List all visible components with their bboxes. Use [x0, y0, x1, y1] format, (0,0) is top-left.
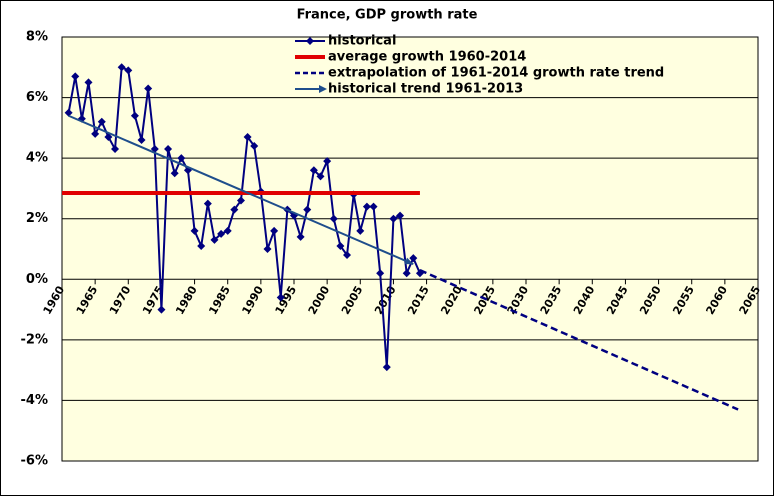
data-marker [164, 145, 173, 154]
data-marker [369, 202, 378, 211]
data-marker [170, 169, 179, 178]
data-marker [91, 129, 100, 138]
data-marker [309, 166, 318, 175]
plot-area [61, 36, 759, 462]
data-marker [104, 132, 113, 141]
data-marker [389, 214, 398, 223]
data-marker [117, 63, 126, 72]
data-marker [197, 241, 206, 250]
data-marker [336, 241, 345, 250]
data-marker [236, 196, 245, 205]
data-marker [137, 135, 146, 144]
data-marker [402, 269, 411, 278]
legend-label: average growth 1960-2014 [328, 50, 526, 65]
data-marker [157, 305, 166, 314]
y-tick-label: -2% [21, 332, 48, 347]
y-tick-label: -4% [21, 393, 48, 408]
data-marker [329, 214, 338, 223]
data-marker [124, 66, 133, 75]
data-marker [362, 202, 371, 211]
data-marker [382, 363, 391, 372]
data-marker [343, 251, 352, 260]
series-line [419, 269, 739, 411]
data-marker [111, 145, 120, 154]
data-marker [303, 205, 312, 214]
chart-title: France, GDP growth rate [297, 8, 478, 23]
y-tick-label: 4% [26, 151, 48, 166]
data-marker [263, 245, 272, 253]
data-marker [190, 226, 199, 235]
data-marker [130, 111, 139, 120]
y-tick-label: 6% [26, 90, 48, 105]
data-marker [243, 132, 252, 141]
y-tick-label: 0% [26, 272, 48, 287]
data-marker [316, 172, 325, 181]
data-marker [203, 199, 212, 208]
data-marker [409, 254, 418, 263]
data-marker [84, 78, 93, 87]
y-tick-label: 2% [26, 211, 48, 226]
data-marker [270, 226, 279, 235]
legend-arrow [319, 85, 327, 93]
arrow-head [404, 257, 414, 265]
data-marker [356, 226, 365, 235]
data-marker [276, 293, 285, 302]
series-line [68, 114, 414, 266]
data-marker [97, 117, 106, 126]
data-marker [376, 269, 385, 278]
data-marker [177, 154, 186, 163]
data-marker [223, 226, 232, 235]
y-tick-label: -6% [21, 454, 48, 469]
legend-label: extrapolation of 1961-2014 growth rate t… [328, 66, 664, 81]
data-marker [323, 157, 332, 166]
data-marker [230, 205, 239, 214]
data-marker [210, 235, 219, 244]
data-marker [296, 232, 305, 241]
legend-label: historical [328, 34, 396, 49]
legend-marker [306, 37, 314, 45]
data-marker [250, 142, 259, 151]
y-tick-label: 8% [26, 30, 48, 45]
data-marker [71, 72, 80, 81]
data-marker [396, 211, 405, 220]
data-marker [144, 84, 153, 93]
data-marker [217, 229, 226, 238]
legend-label: historical trend 1961-2013 [328, 82, 523, 97]
data-marker [64, 108, 73, 117]
